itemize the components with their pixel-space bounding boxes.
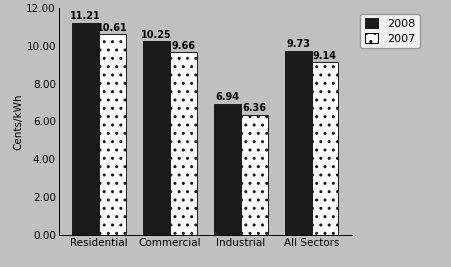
Bar [143,41,170,235]
Text: 10.61: 10.61 [97,23,128,33]
Text: 9.14: 9.14 [313,50,337,61]
Text: 10.25: 10.25 [141,30,172,40]
Text: 6.36: 6.36 [242,103,266,113]
Text: 9.73: 9.73 [286,40,310,49]
Text: 9.66: 9.66 [171,41,195,51]
Bar [170,52,197,235]
Bar [312,62,338,235]
Text: 11.21: 11.21 [70,11,101,21]
Bar [99,34,126,235]
Text: 6.94: 6.94 [215,92,239,102]
Bar [72,23,99,235]
Legend: 2008, 2007: 2008, 2007 [360,14,419,48]
Y-axis label: Cents/kWh: Cents/kWh [14,93,23,150]
Bar [214,104,241,235]
Bar [241,115,267,235]
Bar [285,51,312,235]
